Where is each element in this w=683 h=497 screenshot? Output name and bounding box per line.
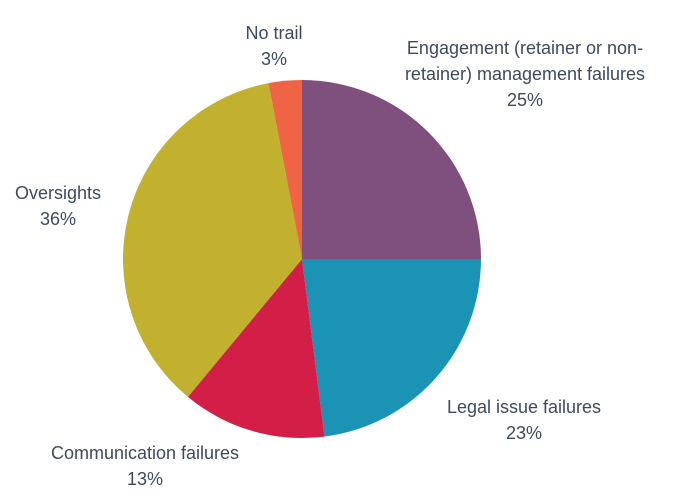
value-label: 36% xyxy=(39,209,77,229)
slice-label: Engagement (retainer or non-retainer) ma… xyxy=(400,35,650,113)
slice-label: No trail 3% xyxy=(224,20,324,72)
category-label: Communication failures xyxy=(50,443,240,463)
slice-label: Communication failures 13% xyxy=(25,440,265,492)
category-label: Oversights xyxy=(14,183,102,203)
value-label: 23% xyxy=(505,423,543,443)
category-label: Legal issue failures xyxy=(446,397,602,417)
category-label: No trail xyxy=(245,23,303,43)
slice-label: Oversights 36% xyxy=(0,180,118,232)
pie-slice xyxy=(302,259,481,437)
pie-slice xyxy=(122,83,303,397)
pie-slice xyxy=(187,259,325,438)
category-label: Engagement (retainer or non-retainer) ma… xyxy=(404,38,646,84)
value-label: 13% xyxy=(126,469,164,489)
slice-label: Legal issue failures 23% xyxy=(414,394,634,446)
value-label: 25% xyxy=(506,90,544,110)
value-label: 3% xyxy=(260,49,287,69)
pie-slice xyxy=(302,80,481,259)
pie-slice xyxy=(268,80,302,259)
